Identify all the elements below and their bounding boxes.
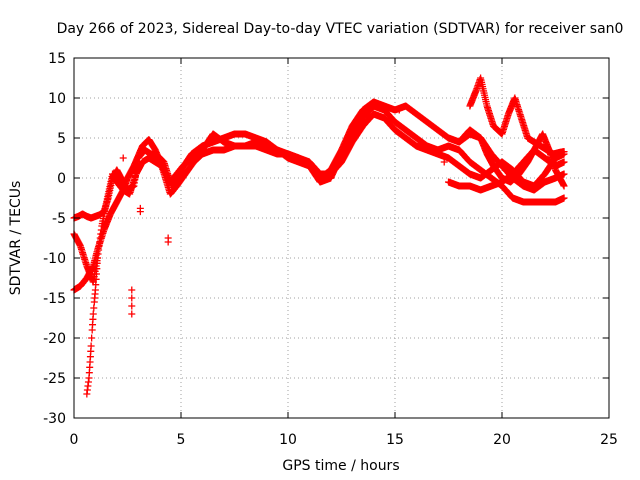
data-point <box>128 302 136 310</box>
data-points <box>70 74 568 398</box>
x-tick-label: 20 <box>493 432 511 448</box>
series-track-g <box>455 130 568 190</box>
data-point <box>395 106 403 114</box>
data-point <box>136 208 144 216</box>
y-tick-label: -5 <box>52 211 66 227</box>
y-tick-label: -25 <box>43 371 66 387</box>
data-point <box>89 310 97 318</box>
data-point <box>560 194 568 202</box>
series-track-d <box>83 254 102 398</box>
x-tick-label: 5 <box>177 432 186 448</box>
chart-title: Day 266 of 2023, Sidereal Day-to-day VTE… <box>57 21 624 37</box>
y-tick-label: -10 <box>43 251 66 267</box>
y-tick-label: -30 <box>43 411 66 427</box>
y-tick-labels: -30 -25 -20 -15 -10 -5 0 5 10 15 <box>43 51 66 427</box>
data-point <box>128 310 136 318</box>
x-axis-label: GPS time / hours <box>282 458 399 474</box>
series-track-b <box>70 110 568 294</box>
y-axis-label: SDTVAR / TECUs <box>8 181 24 296</box>
data-point <box>560 148 568 156</box>
x-tick-label: 10 <box>279 432 297 448</box>
y-tick-label: -20 <box>43 331 66 347</box>
y-tick-label: 15 <box>48 51 66 67</box>
data-point <box>88 334 96 342</box>
series-track-e <box>445 146 568 194</box>
data-point <box>94 254 102 262</box>
x-tick-label: 0 <box>70 432 79 448</box>
x-tick-label: 15 <box>386 432 404 448</box>
data-point <box>560 158 568 166</box>
x-tick-labels: 0 5 10 15 20 25 <box>70 432 618 448</box>
axis-ticks <box>73 57 610 419</box>
data-point <box>128 294 136 302</box>
series-outliers <box>119 106 448 318</box>
y-tick-label: 0 <box>57 171 66 187</box>
data-point <box>164 238 172 246</box>
data-point <box>90 304 98 312</box>
data-point <box>560 182 568 190</box>
data-point <box>440 158 448 166</box>
y-tick-label: 5 <box>57 131 66 147</box>
data-point <box>128 286 136 294</box>
data-point <box>87 342 95 350</box>
y-tick-label: 10 <box>48 91 66 107</box>
data-point <box>560 170 568 178</box>
grid-lines <box>74 58 609 418</box>
x-tick-label: 25 <box>600 432 618 448</box>
plot-frame <box>73 57 610 419</box>
y-tick-label: -15 <box>43 291 66 307</box>
series-track-c <box>70 102 568 222</box>
data-point <box>119 154 127 162</box>
